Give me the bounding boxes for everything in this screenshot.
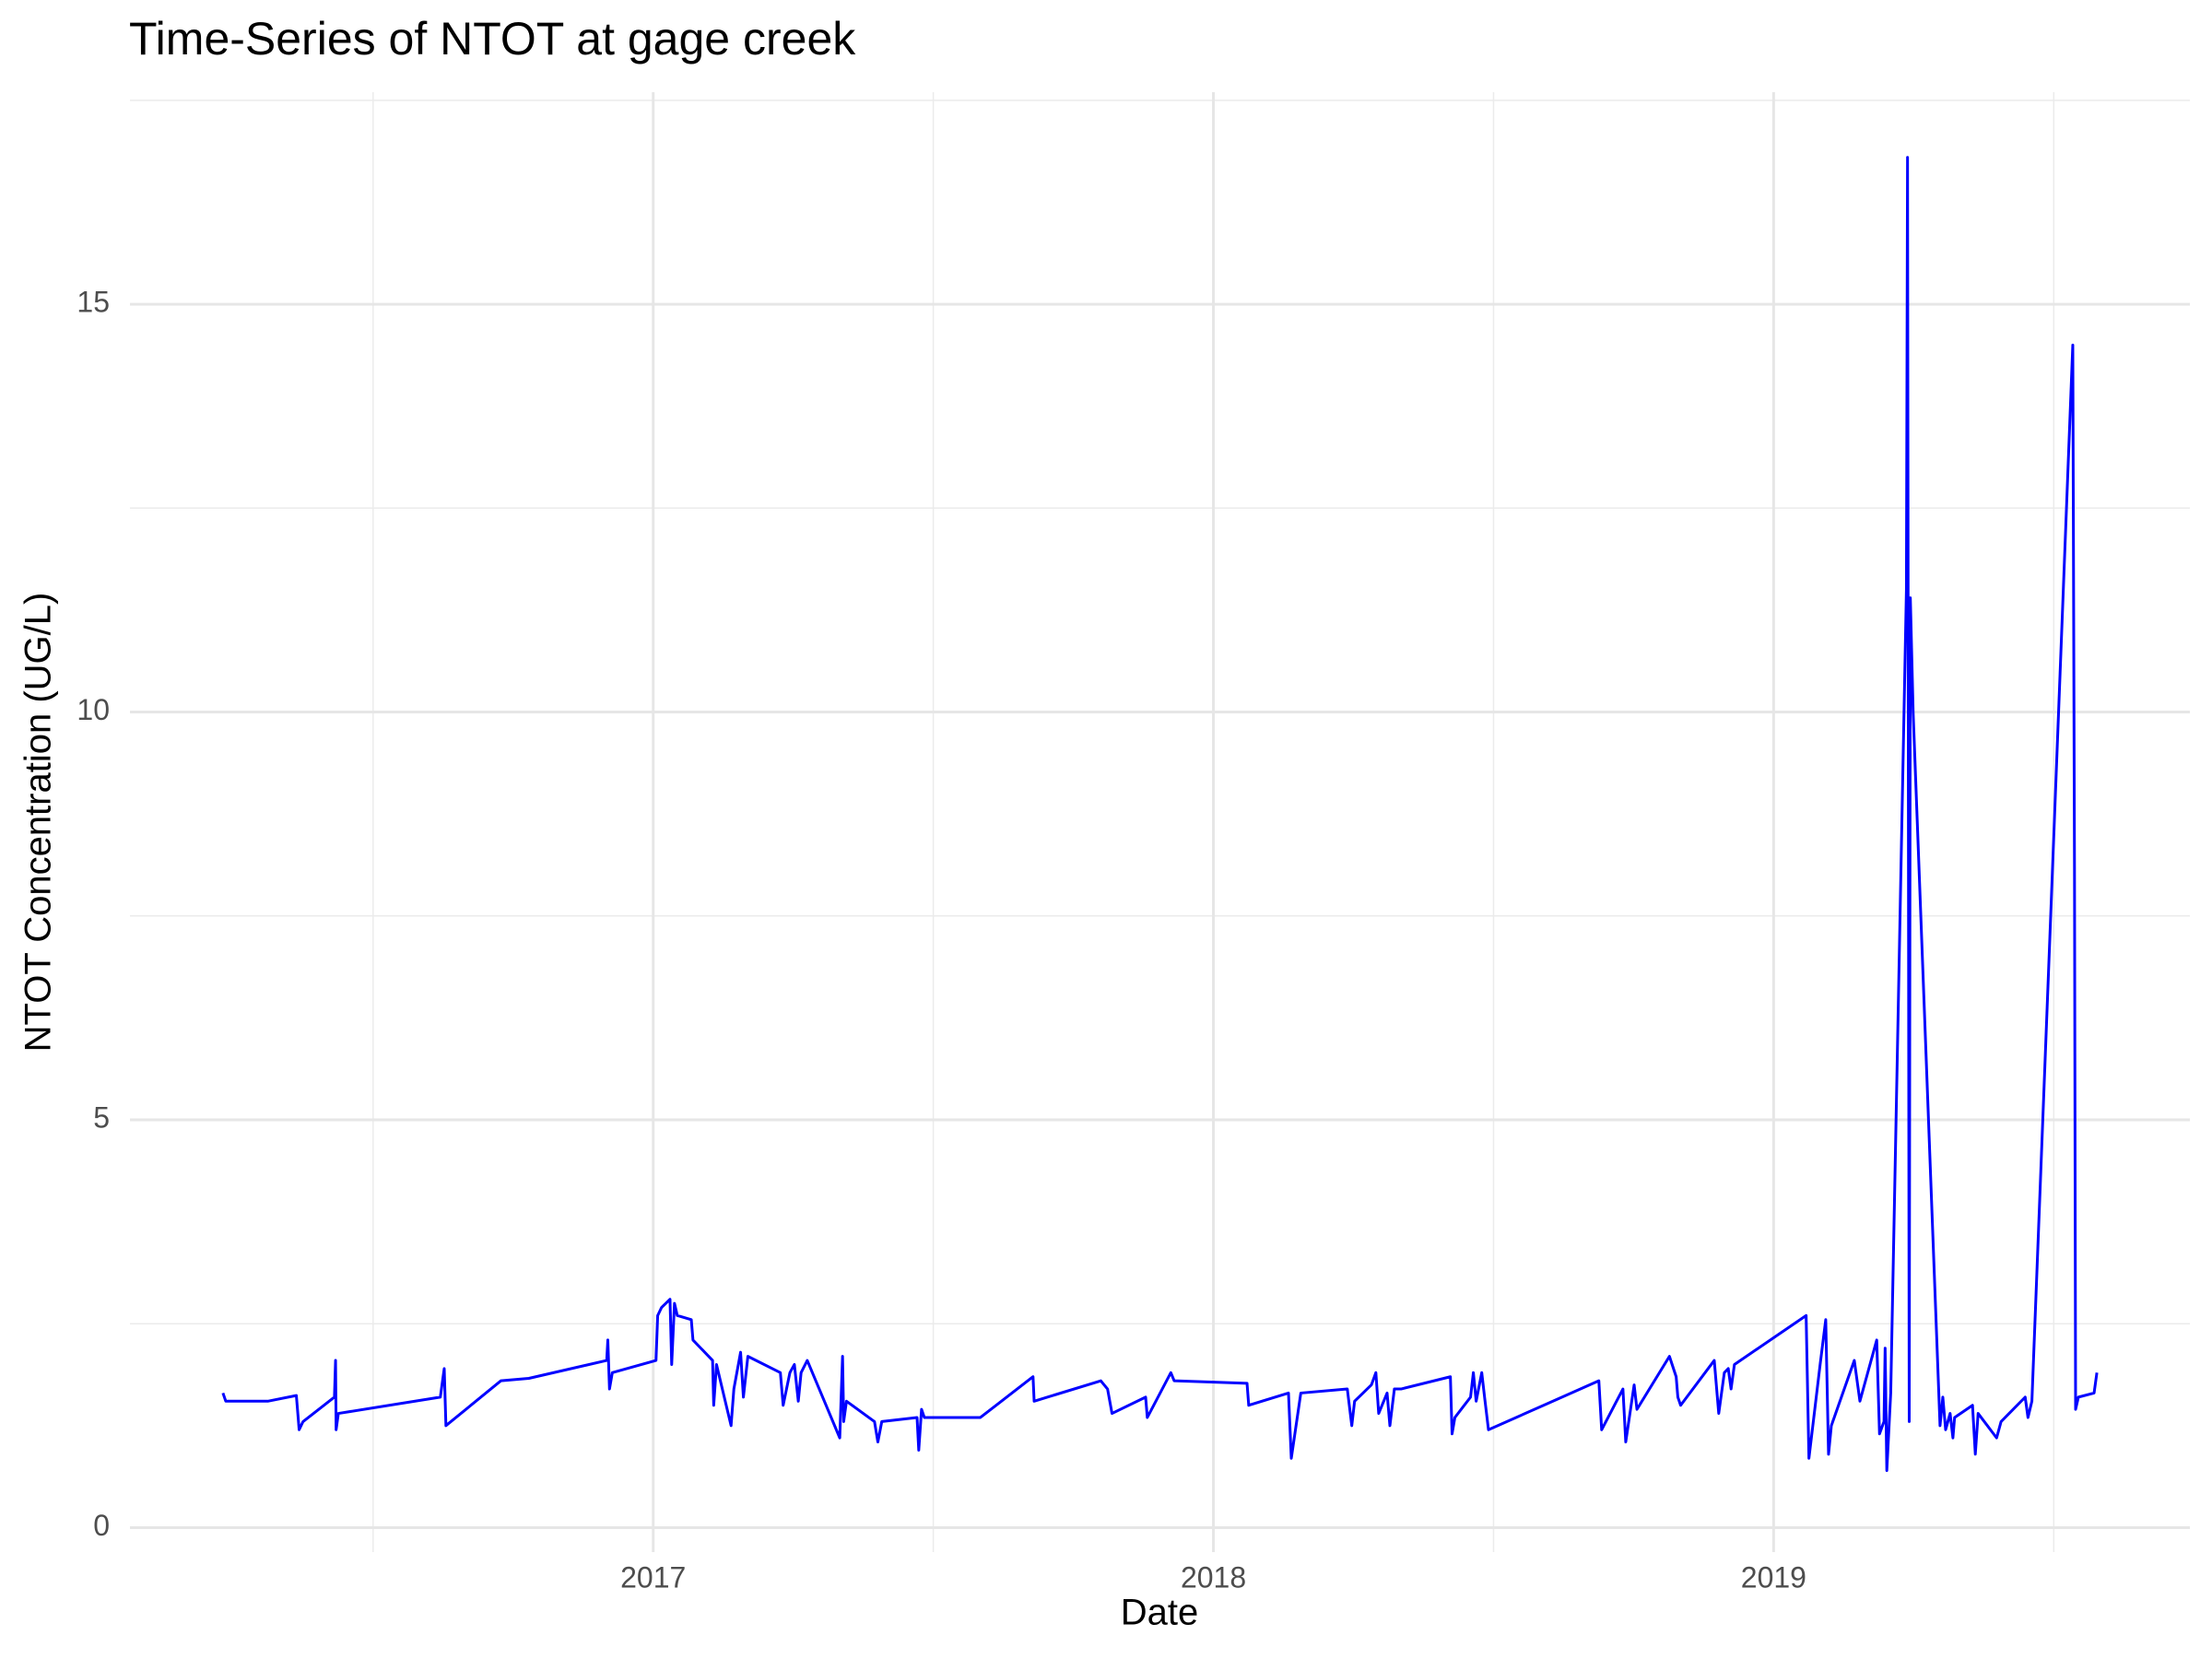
data-line: [221, 156, 2099, 1473]
chart-title: Time-Series of NTOT at gage creek: [129, 13, 856, 65]
x-axis-title: Date: [1121, 1593, 1199, 1633]
y-tick-label: 5: [93, 1100, 110, 1134]
y-tick-label: 15: [76, 286, 110, 319]
y-axis-title: NTOT Concentration (UG/L): [18, 593, 59, 1053]
grid: [130, 92, 2190, 1552]
x-tick-label: 2017: [620, 1560, 686, 1594]
y-tick-label: 0: [93, 1509, 110, 1542]
x-tick-label: 2018: [1181, 1560, 1246, 1594]
x-tick-label: 2019: [1741, 1560, 1806, 1594]
y-tick-label: 10: [76, 693, 110, 726]
